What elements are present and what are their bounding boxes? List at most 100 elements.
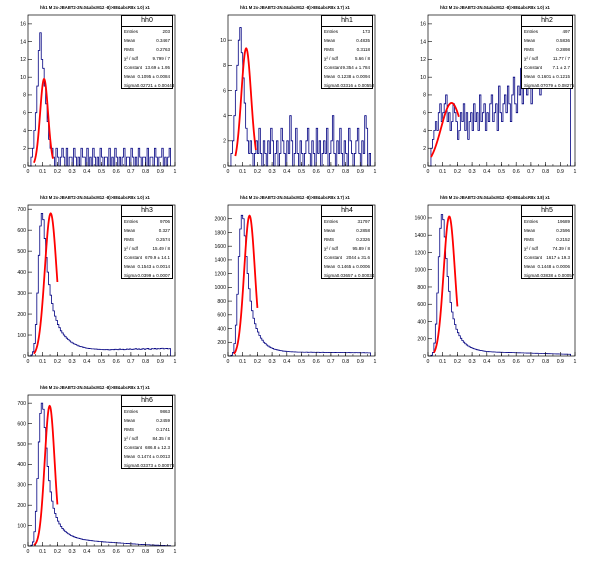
stats-label: Sigma bbox=[524, 83, 537, 88]
x-tick-label: 0.2 bbox=[254, 359, 261, 365]
stats-value: 203 bbox=[162, 29, 170, 34]
stats-value: 0.2574 bbox=[156, 237, 170, 242]
x-tick-label: 1 bbox=[174, 549, 177, 555]
stats-label: RMS bbox=[524, 47, 534, 52]
y-tick-label: 600 bbox=[17, 228, 26, 234]
stats-value: 0.1238 ± 0.0094 bbox=[337, 74, 371, 79]
plot-svg: 0 0.1 0.2 0.3 0.4 0.5 0.6 0.7 0.8 0.9 102468101214… bbox=[420, 14, 577, 175]
stats-box-title: hh6 bbox=[122, 396, 172, 407]
y-tick-label: 1400 bbox=[214, 258, 226, 264]
stats-value: 0.03838 ± 0.00057 bbox=[536, 273, 575, 278]
x-tick-label: 0 bbox=[27, 549, 30, 555]
stats-box: hh0 Entries 203 Mean 0.3467 RMS 0.2763 χ² / ndf… bbox=[121, 15, 174, 89]
y-tick-label: 8 bbox=[23, 93, 26, 99]
plot-svg: 0 0.1 0.2 0.3 0.4 0.5 0.6 0.7 0.8 0.9 1 0 100 200 300 4… bbox=[17, 394, 177, 555]
y-tick-label: 300 bbox=[17, 291, 26, 297]
stats-value: 11.77 / 7 bbox=[552, 56, 570, 61]
stats-label: Mean bbox=[124, 418, 136, 423]
y-tick-label: 0 bbox=[23, 164, 26, 170]
x-tick-label: 0 bbox=[227, 359, 230, 365]
stats-label: χ² / ndf bbox=[524, 246, 538, 251]
stats-row: Sigma 0.07079 ± 0.08275 bbox=[522, 81, 574, 90]
y-tick-label: 800 bbox=[217, 299, 226, 305]
x-tick-label: 0.9 bbox=[357, 359, 364, 365]
stats-row: RMS 0.2763 bbox=[122, 45, 172, 54]
histogram-title: hh3 M 2x-JBABT2-2N.0&abcM12 -8)>88&abcR8… bbox=[40, 195, 150, 200]
stats-row: Mean 0.1601 ± 0.1215 bbox=[522, 72, 572, 81]
stats-label: χ² / ndf bbox=[124, 246, 138, 251]
y-tick-label: 1200 bbox=[414, 250, 426, 256]
stats-row: χ² / ndf 74.39 / 8 bbox=[522, 244, 572, 253]
stats-label: Mean bbox=[324, 74, 336, 79]
y-tick-label: 2 bbox=[223, 139, 226, 145]
stats-row: Constant 679.9 ± 14.1 bbox=[122, 253, 172, 262]
gaussian-fit-line bbox=[234, 47, 257, 157]
x-tick-label: 0 bbox=[27, 169, 30, 175]
stats-value: 9.799 / 7 bbox=[152, 56, 170, 61]
histogram-title: hh2 M 2x-JBABT2-2N.0&abcM12 -8)>88&abcR8… bbox=[440, 5, 550, 10]
stats-label: Sigma bbox=[324, 83, 337, 88]
stats-label: Mean bbox=[524, 264, 536, 269]
x-tick-label: 0.6 bbox=[513, 359, 520, 365]
x-tick-label: 0.9 bbox=[157, 549, 164, 555]
gaussian-fit-line bbox=[33, 404, 59, 546]
stats-label: Mean bbox=[124, 264, 136, 269]
x-tick-label: 0.3 bbox=[268, 359, 275, 365]
y-tick-label: 600 bbox=[217, 313, 226, 319]
x-tick-label: 0.4 bbox=[283, 359, 290, 365]
stats-row: Constant 686.8 ± 12.3 bbox=[122, 443, 172, 452]
x-tick-label: 0.6 bbox=[513, 169, 520, 175]
x-tick-label: 1 bbox=[574, 359, 577, 365]
stats-value: 9863 bbox=[159, 409, 170, 414]
y-tick-label: 600 bbox=[417, 302, 426, 308]
x-tick-label: 0.8 bbox=[342, 169, 349, 175]
histogram-line bbox=[429, 214, 571, 357]
stats-value: 0.2152 bbox=[556, 237, 570, 242]
y-tick-label: 16 bbox=[20, 22, 26, 28]
stats-label: Entries bbox=[524, 29, 539, 34]
histogram-title: hh4 M 2x-JBABT2-2N.0&abcM12 -8)>88&abcR8… bbox=[240, 195, 350, 200]
x-tick-label: 0.3 bbox=[68, 549, 75, 555]
stats-label: Mean bbox=[124, 74, 136, 79]
stats-row: χ² / ndf 5.66 / 8 bbox=[322, 54, 372, 63]
stats-value: 74.39 / 8 bbox=[552, 246, 570, 251]
x-tick-label: 0.1 bbox=[239, 359, 246, 365]
y-tick-label: 700 bbox=[17, 207, 26, 213]
stats-value: 15.49 / 8 bbox=[152, 246, 170, 251]
stats-row: Mean 0.3467 bbox=[122, 36, 172, 45]
stats-label: RMS bbox=[324, 237, 334, 242]
histogram-title: hh1 M 2x-JBABT2-2N.0&abcM12 -8)>88&abcR8… bbox=[240, 5, 350, 10]
histogram-title: hh1 M 2x-JBABT2-2N.0&abcM12 -8)>88&abcR8… bbox=[40, 5, 150, 10]
stats-value: 0.4835 bbox=[356, 38, 370, 43]
y-tick-label: 500 bbox=[17, 442, 26, 448]
stats-label: Sigma bbox=[524, 273, 537, 278]
stats-value: 679.9 ± 14.1 bbox=[145, 255, 170, 260]
stats-label: Constant bbox=[124, 255, 143, 260]
y-tick-label: 1000 bbox=[214, 285, 226, 291]
y-tick-label: 10 bbox=[220, 38, 226, 44]
stats-row: Entries 19689 bbox=[522, 217, 572, 226]
x-tick-label: 0.6 bbox=[313, 169, 320, 175]
y-tick-label: 100 bbox=[17, 333, 26, 339]
stats-value: 0.1095 ± 0.0084 bbox=[137, 74, 171, 79]
x-tick-label: 0.4 bbox=[83, 549, 90, 555]
stats-label: χ² / ndf bbox=[124, 436, 138, 441]
histogram-panel-hh2: 0 0.1 0.2 0.3 0.4 0.5 0.6 0.7 0.8 0.9 1 0 2 4 6 8 10 12 14… bbox=[400, 0, 590, 188]
stats-value: 0.2763 bbox=[156, 47, 170, 52]
histogram-panel-hh1: 0 0.1 0.2 0.3 0.4 0.5 0.6 0.7 0.8 0.9 1 0 2 4 6 8 10 hh1 … bbox=[200, 0, 390, 188]
x-tick-label: 0.1 bbox=[39, 359, 46, 365]
stats-value: 7.1 ± 2.7 bbox=[552, 65, 570, 70]
x-tick-label: 0.7 bbox=[127, 359, 134, 365]
x-tick-label: 0.3 bbox=[68, 359, 75, 365]
y-tick-label: 300 bbox=[17, 483, 26, 489]
stats-row: χ² / ndf 84.35 / 8 bbox=[122, 434, 172, 443]
y-tick-label: 200 bbox=[17, 503, 26, 509]
y-tick-label: 2000 bbox=[214, 217, 226, 223]
stats-label: Mean bbox=[524, 38, 536, 43]
x-tick-label: 0.1 bbox=[239, 169, 246, 175]
y-tick-label: 0 bbox=[23, 544, 26, 550]
stats-label: RMS bbox=[124, 427, 134, 432]
y-tick-label: 10 bbox=[20, 75, 26, 81]
x-tick-label: 0.2 bbox=[54, 359, 61, 365]
